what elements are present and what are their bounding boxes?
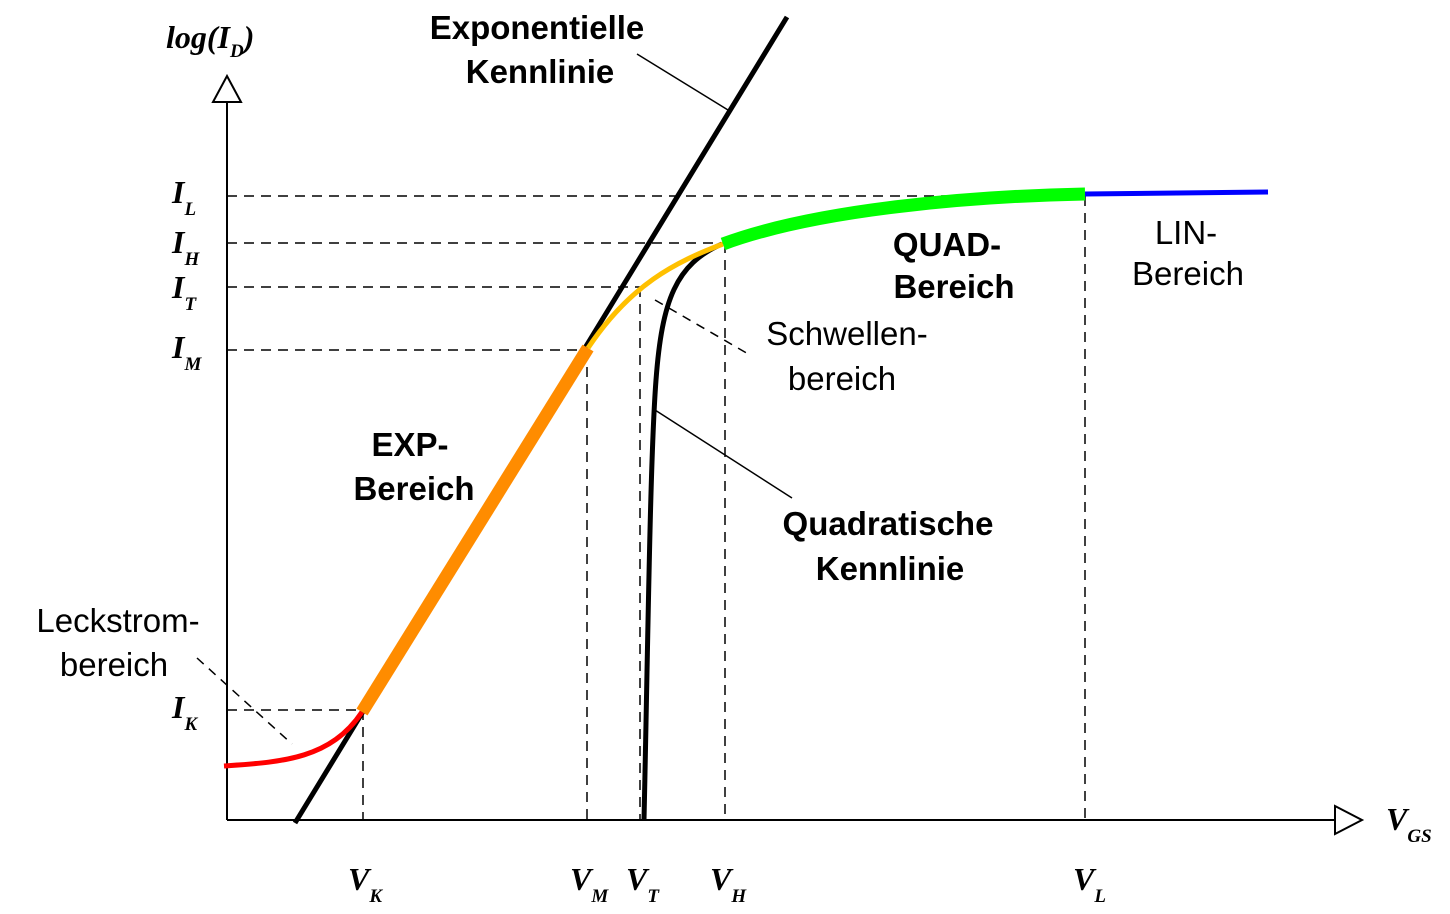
lin-region-line	[1084, 189, 1269, 197]
leakage-label-2: bereich	[60, 646, 168, 683]
reference-lines	[227, 195, 1086, 820]
label-ik: IK	[171, 689, 198, 735]
leakage-region-curve	[223, 710, 365, 769]
label-il: IL	[171, 174, 196, 220]
quad-label-1: QUAD-	[893, 226, 1001, 263]
leakage-label-1: Leckstrom-	[36, 602, 199, 639]
label-it: IT	[171, 269, 197, 315]
leader-lines	[196, 53, 793, 745]
axes	[211, 73, 1365, 836]
exponential-label-2: Kennlinie	[466, 53, 615, 90]
y-axis-label: log(ID)	[166, 19, 254, 62]
label-ih: IH	[171, 224, 200, 270]
exp-label-2: Bereich	[353, 470, 474, 507]
leakage-leader	[196, 657, 293, 745]
label-im: IM	[171, 329, 202, 375]
exponential-label-1: Exponentielle	[430, 9, 645, 46]
y-axis-arrow	[211, 73, 243, 103]
exp-region-line	[356, 344, 594, 716]
exp-label-1: EXP-	[371, 426, 448, 463]
label-vh: VH	[710, 861, 747, 907]
label-vk: VK	[348, 861, 383, 907]
quadratic-label-2: Kennlinie	[816, 550, 965, 587]
label-vm: VM	[570, 861, 609, 907]
quad-label-2: Bereich	[893, 268, 1014, 305]
quadratic-characteristic-curve	[641, 241, 723, 821]
x-axis-label: VGS	[1386, 801, 1432, 847]
threshold-leader	[654, 299, 751, 356]
threshold-label-2: bereich	[788, 360, 896, 397]
quadratic-leader	[654, 409, 793, 499]
x-axis-arrow	[1334, 804, 1365, 836]
exponential-leader	[636, 53, 729, 111]
label-vl: VL	[1073, 861, 1106, 907]
quad-region-curve	[720, 187, 1086, 251]
lin-label-2: Bereich	[1132, 255, 1244, 292]
label-vt: VT	[626, 861, 660, 907]
threshold-region-curve	[585, 241, 724, 350]
threshold-label-1: Schwellen-	[766, 315, 927, 352]
lin-label-1: LIN-	[1155, 214, 1217, 251]
quadratic-label-1: Quadratische	[783, 505, 994, 542]
